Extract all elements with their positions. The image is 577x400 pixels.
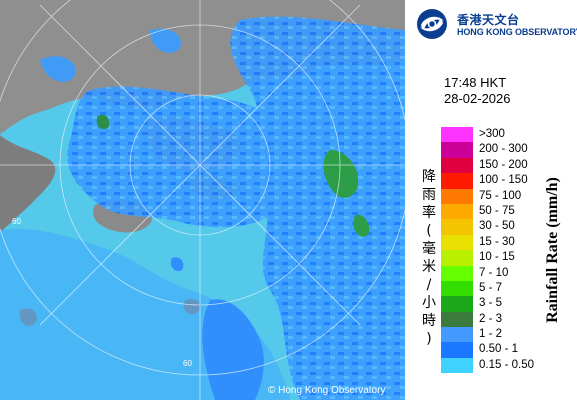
legend-row: 200 - 300 — [441, 142, 571, 158]
legend-swatch — [441, 311, 473, 328]
legend-range-label: 5 - 7 — [479, 281, 503, 294]
legend-row: 1 - 2 — [441, 327, 571, 343]
legend-row: 100 - 150 — [441, 173, 571, 189]
legend-range-label: 200 - 300 — [479, 143, 528, 156]
legend-row: 0.50 - 1 — [441, 342, 571, 358]
legend-swatch — [441, 173, 473, 189]
copyright-text: © Hong Kong Observatory — [268, 385, 386, 396]
legend-title-en: Rainfall Rate (mm/h) — [544, 177, 561, 323]
land-west — [0, 135, 56, 232]
legend-panel: 香港天文台 HONG KONG OBSERVATORY 17:48 HKT 28… — [405, 0, 577, 400]
legend-range-label: 30 - 50 — [479, 220, 515, 233]
hko-logo: 香港天文台 HONG KONG OBSERVATORY — [413, 6, 577, 40]
rain-echoes — [0, 16, 405, 400]
legend-row: >300 — [441, 127, 571, 143]
legend-range-label: 1 - 2 — [479, 328, 503, 341]
legend-row: 50 - 75 — [441, 203, 571, 220]
legend-range-label: 7 - 10 — [479, 266, 509, 279]
legend-range-label: 15 - 30 — [479, 235, 515, 248]
legend-range-label: >300 — [479, 128, 505, 140]
timestamp-date: 28-02-2026 — [444, 91, 511, 106]
legend-range-label: 100 - 150 — [479, 174, 528, 187]
hko-logo-icon — [417, 9, 447, 39]
ring-label-south: 60 — [183, 359, 192, 368]
legend-title-zh: 降 雨 率 ( 毫 米 / 小 時 ) — [422, 169, 436, 347]
legend-swatch — [441, 296, 473, 312]
legend-range-label: 0.50 - 1 — [479, 343, 518, 356]
legend-swatch — [441, 357, 473, 374]
legend-swatch — [441, 280, 473, 297]
rainfall-legend: >300 200 - 300 150 - 200 100 - 150 75 - 100 5… — [441, 127, 571, 374]
legend-row: 0.15 - 0.50 — [441, 357, 571, 374]
ring-label-west: 60 — [12, 217, 21, 226]
legend-swatch — [441, 188, 473, 204]
legend-range-label: 2 - 3 — [479, 312, 503, 325]
timestamp-time: 17:48 HKT — [444, 75, 507, 90]
legend-row: 3 - 5 — [441, 296, 571, 312]
legend-swatch — [441, 250, 473, 266]
legend-row: 75 - 100 — [441, 188, 571, 204]
legend-row: 10 - 15 — [441, 250, 571, 266]
legend-range-label: 10 - 15 — [479, 251, 515, 264]
legend-range-label: 150 - 200 — [479, 158, 528, 171]
legend-swatch — [441, 203, 473, 220]
legend-swatch — [441, 219, 473, 235]
legend-swatch — [441, 127, 473, 143]
legend-range-label: 50 - 75 — [479, 204, 515, 217]
legend-range-label: 0.15 - 0.50 — [479, 358, 534, 371]
legend-range-label: 3 - 5 — [479, 297, 503, 310]
legend-row: 7 - 10 — [441, 265, 571, 281]
legend-row: 30 - 50 — [441, 219, 571, 235]
range-rings — [0, 0, 405, 400]
legend-row: 150 - 200 — [441, 157, 571, 174]
legend-swatch — [441, 265, 473, 281]
legend-row: 15 - 30 — [441, 234, 571, 251]
legend-swatch — [441, 342, 473, 358]
legend-range-label: 75 - 100 — [479, 189, 522, 202]
radar-map: 60 60 © Hong Kong Observatory — [0, 0, 405, 400]
legend-swatch — [441, 157, 473, 174]
legend-swatch — [441, 234, 473, 251]
legend-swatch — [441, 327, 473, 343]
legend-swatch — [441, 142, 473, 158]
legend-row: 2 - 3 — [441, 311, 571, 328]
logo-name-en: HONG KONG OBSERVATORY — [457, 27, 577, 37]
logo-name-zh: 香港天文台 — [457, 13, 520, 27]
legend-row: 5 - 7 — [441, 280, 571, 297]
radar-map-image: 60 60 — [0, 0, 405, 400]
